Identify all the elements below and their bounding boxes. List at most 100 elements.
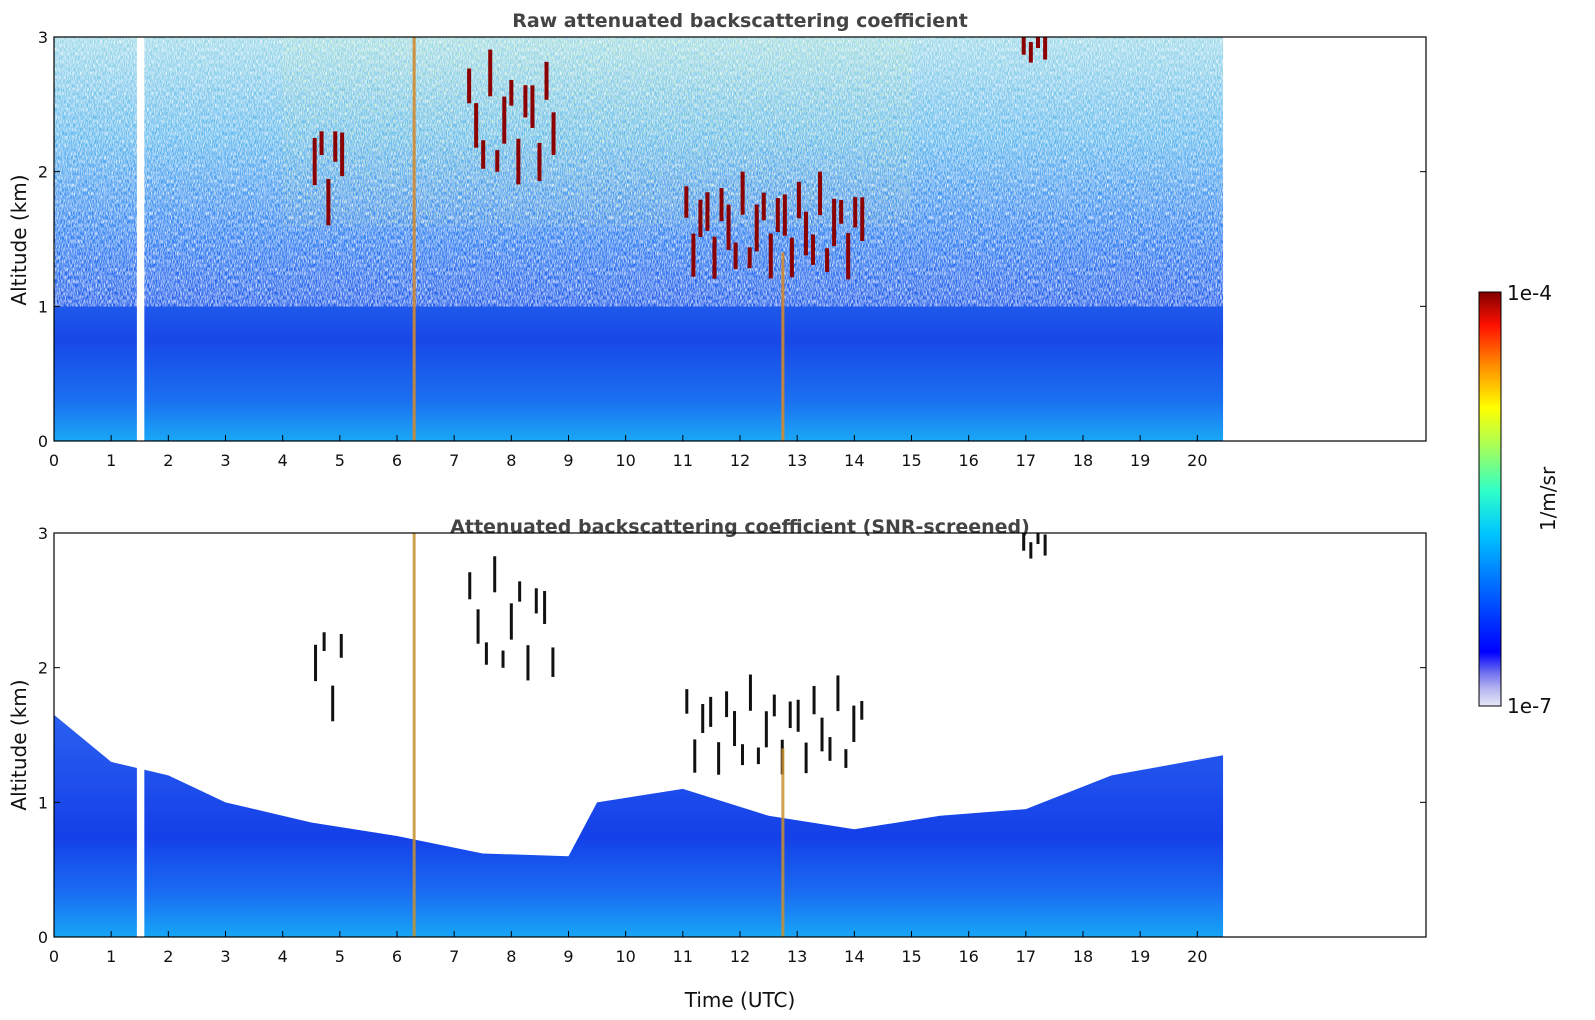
screened-cloud-cell xyxy=(322,632,326,652)
raw-cloud-cell xyxy=(691,233,696,277)
screened-x-tick-label: 1 xyxy=(106,947,116,966)
raw-cloud-cell xyxy=(803,211,808,256)
raw-cloud-cell xyxy=(733,242,738,270)
screened-cloud-cell xyxy=(717,742,721,775)
screened-x-tick-label: 2 xyxy=(163,947,173,966)
raw-cloud-cell xyxy=(726,204,731,251)
raw-x-tick-label: 8 xyxy=(506,451,516,470)
raw-cloud-cell xyxy=(481,140,486,169)
raw-cloud-cell xyxy=(340,132,345,177)
raw-y-tick-label: 1 xyxy=(38,297,48,316)
raw-cloud-cell xyxy=(551,112,556,155)
raw-streak xyxy=(412,37,416,441)
raw-cloud-cell xyxy=(860,197,865,241)
screened-x-tick-label: 7 xyxy=(449,947,459,966)
raw-cloud-cell xyxy=(789,237,794,278)
screened-cloud-cell xyxy=(551,647,555,677)
screened-streak xyxy=(412,533,416,937)
raw-x-tick-label: 17 xyxy=(1016,451,1036,470)
screened-cloud-cell xyxy=(509,603,513,640)
screened-x-tick-label: 12 xyxy=(730,947,750,966)
raw-cloud-cell xyxy=(818,171,823,216)
screened-cloud-cell xyxy=(1043,534,1047,556)
raw-cloud-cell xyxy=(502,96,507,144)
screened-cloud-cell xyxy=(812,685,816,715)
screened-cloud-cell xyxy=(852,705,856,742)
raw-x-tick-label: 5 xyxy=(335,451,345,470)
raw-streak xyxy=(781,252,785,441)
screened-cloud-cell xyxy=(693,739,697,773)
screened-cloud-cell xyxy=(685,689,689,714)
screened-cloud-cell xyxy=(534,588,538,614)
raw-cloud-cell xyxy=(474,103,479,148)
raw-x-tick-label: 3 xyxy=(220,451,230,470)
raw-y-tick-label: 2 xyxy=(38,163,48,182)
raw-cloud-cell xyxy=(544,61,549,100)
screened-x-tick-label: 6 xyxy=(392,947,402,966)
screened-cloud-cell xyxy=(701,704,705,734)
screened-x-tick-label: 4 xyxy=(278,947,288,966)
raw-cloud-cell xyxy=(1028,42,1033,63)
screened-x-tick-label: 19 xyxy=(1130,947,1150,966)
screened-x-tick-label: 17 xyxy=(1016,947,1036,966)
screened-x-tick-label: 11 xyxy=(673,947,693,966)
screened-cloud-cell xyxy=(733,711,737,747)
raw-noise-bright xyxy=(282,37,912,226)
screened-cloud-cell xyxy=(518,581,522,602)
screened-y-tick-label: 0 xyxy=(38,928,48,947)
raw-x-tick-label: 19 xyxy=(1130,451,1150,470)
screened-cloud-cell xyxy=(468,572,472,600)
screened-cloud-cell xyxy=(860,700,864,720)
screened-cloud-cell xyxy=(740,744,744,766)
raw-cloud-cell xyxy=(467,68,472,104)
colorbar-max-label: 1e-4 xyxy=(1507,281,1552,305)
raw-cloud-cell xyxy=(516,138,521,185)
raw-cloud-cell xyxy=(488,49,493,97)
raw-x-tick-label: 0 xyxy=(49,451,59,470)
raw-x-tick-label: 18 xyxy=(1073,451,1093,470)
raw-missing-data-gap xyxy=(136,37,145,441)
screened-y-tick-label: 3 xyxy=(38,524,48,543)
raw-cloud-cell xyxy=(775,198,780,233)
screened-x-tick-label: 14 xyxy=(844,947,864,966)
raw-cloud-cell xyxy=(712,236,717,279)
raw-cloud-cell xyxy=(825,248,830,272)
raw-panel-title: Raw attenuated backscattering coefficien… xyxy=(512,10,968,32)
raw-cloud-cell xyxy=(523,85,528,118)
screened-cloud-cell xyxy=(1036,533,1040,545)
raw-x-tick-label: 11 xyxy=(673,451,693,470)
raw-cloud-cell xyxy=(1021,37,1026,55)
screened-cloud-cell xyxy=(756,747,760,765)
raw-cloud-cell xyxy=(333,131,338,162)
colorbar: 1e-4 1e-7 1/m/sr xyxy=(1478,281,1560,718)
colorbar-min-label: 1e-7 xyxy=(1507,694,1552,718)
raw-x-tick-label: 9 xyxy=(563,451,573,470)
screened-cloud-cell xyxy=(828,737,832,761)
screened-cloud-cell xyxy=(526,645,530,681)
raw-cloud-cell xyxy=(698,199,703,238)
screened-backscatter-heatmap xyxy=(54,533,1224,937)
x-axis-label: Time (UTC) xyxy=(684,988,796,1012)
raw-y-axis-label: Altitude (km) xyxy=(7,174,31,305)
raw-cloud-cell xyxy=(719,188,724,222)
screened-missing-data-gap xyxy=(136,533,145,937)
screened-x-tick-label: 15 xyxy=(901,947,921,966)
raw-cloud-cell xyxy=(839,200,844,224)
raw-x-tick-label: 20 xyxy=(1187,451,1207,470)
raw-cloud-cell xyxy=(853,197,858,228)
raw-x-tick-label: 12 xyxy=(730,451,750,470)
raw-x-tick-label: 6 xyxy=(392,451,402,470)
screened-x-tick-label: 8 xyxy=(506,947,516,966)
screened-cloud-cell xyxy=(476,609,480,644)
raw-cloud-cell xyxy=(326,179,331,226)
screened-y-tick-label: 2 xyxy=(38,659,48,678)
screened-x-tick-label: 0 xyxy=(49,947,59,966)
screened-panel-title: Attenuated backscattering coefficient (S… xyxy=(450,516,1030,538)
screened-cloud-cell xyxy=(844,749,848,768)
raw-x-tick-label: 4 xyxy=(278,451,288,470)
raw-cloud-cell xyxy=(530,85,535,128)
raw-cloud-cell xyxy=(1035,37,1040,49)
screened-x-tick-label: 13 xyxy=(787,947,807,966)
